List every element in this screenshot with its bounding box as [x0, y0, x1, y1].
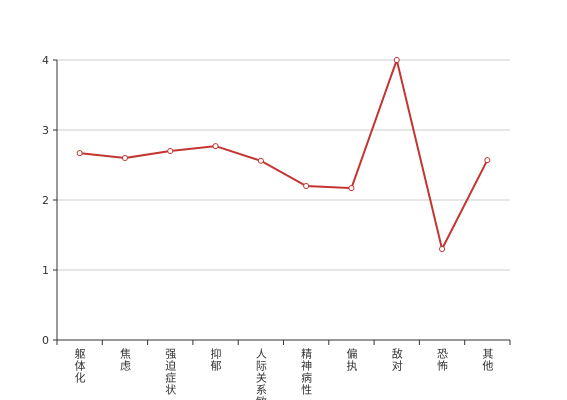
- point: [348, 185, 355, 192]
- x-tick-label: 躯体化: [73, 348, 86, 384]
- point: [212, 143, 219, 150]
- x-tick-label: 人际关系敏感: [254, 348, 267, 400]
- point: [76, 150, 83, 157]
- point: [121, 155, 128, 161]
- point: [257, 157, 264, 164]
- point: [167, 148, 174, 154]
- x-tick-label: 恐怖: [436, 348, 449, 372]
- y-tick-label: 0: [42, 334, 49, 347]
- point: [484, 157, 491, 164]
- point: [303, 183, 310, 189]
- point: [439, 246, 446, 252]
- x-tick-label: 精神病性: [300, 348, 313, 396]
- x-tick-label: 敌对: [390, 347, 403, 372]
- x-tick-label: 焦虑: [118, 348, 131, 372]
- y-tick-label: 1: [42, 264, 49, 277]
- y-tick-label: 3: [42, 124, 49, 137]
- point: [393, 57, 400, 63]
- x-tick-label: 强迫症状: [164, 348, 177, 396]
- x-tick-label: 偏执: [345, 347, 358, 372]
- x-tick-label: 其他: [481, 348, 494, 372]
- y-tick-label: 2: [42, 194, 49, 207]
- x-tick-label: 抑郁: [209, 347, 222, 372]
- y-tick-label: 4: [42, 54, 49, 67]
- line: [79, 56, 489, 252]
